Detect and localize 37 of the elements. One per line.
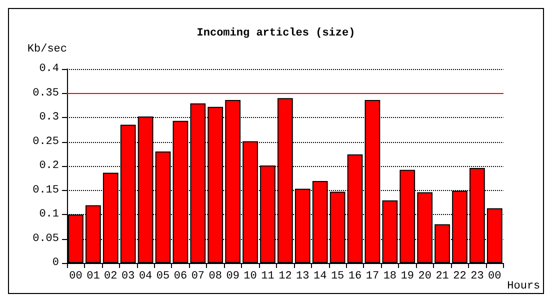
y-tick-label: 0.4: [39, 63, 60, 75]
x-tick-label: 19: [400, 270, 414, 282]
x-tick-label: 00: [69, 270, 82, 282]
x-tick-label: 16: [348, 270, 362, 282]
x-tick-label: 13: [296, 270, 310, 282]
x-axis-title: Hours: [507, 280, 540, 292]
x-tick-label: 07: [191, 270, 205, 282]
x-tick-label: 18: [383, 270, 397, 282]
x-tick-label: 01: [86, 270, 100, 282]
x-tick-label: 06: [174, 270, 188, 282]
x-tick-label: 00: [488, 270, 502, 282]
y-tick-label: 0.15: [32, 184, 59, 196]
y-tick-label: 0.1: [39, 208, 60, 220]
y-tick-label: 0.35: [32, 87, 59, 100]
x-tick-label: 14: [313, 270, 328, 282]
x-tick-label: 08: [208, 270, 222, 282]
x-tick-label: 12: [278, 270, 292, 282]
y-tick-label: 0: [52, 257, 59, 269]
y-tick-label: 0.2: [39, 160, 59, 172]
x-tick-label: 11: [261, 270, 275, 282]
x-tick-label: 22: [453, 270, 466, 282]
y-tick-label: 0.3: [39, 112, 59, 124]
y-tick-label: 0.25: [32, 136, 59, 148]
x-tick-label: 04: [138, 270, 153, 282]
x-tick-label: 09: [226, 270, 240, 282]
y-tick-label: 0.05: [32, 232, 59, 245]
x-tick-label: 23: [470, 270, 484, 282]
x-tick-label: 15: [330, 270, 344, 282]
chart-title: Incoming articles (size): [196, 28, 356, 40]
x-tick-label: 20: [418, 270, 432, 282]
x-tick-label: 05: [156, 270, 170, 282]
x-tick-label: 02: [104, 270, 118, 282]
x-tick-label: 17: [366, 270, 380, 282]
y-axis-title: Kb/sec: [27, 44, 67, 56]
x-tick-label: 03: [121, 270, 135, 282]
x-tick-label: 10: [244, 270, 257, 282]
x-tick-label: 21: [436, 270, 450, 282]
